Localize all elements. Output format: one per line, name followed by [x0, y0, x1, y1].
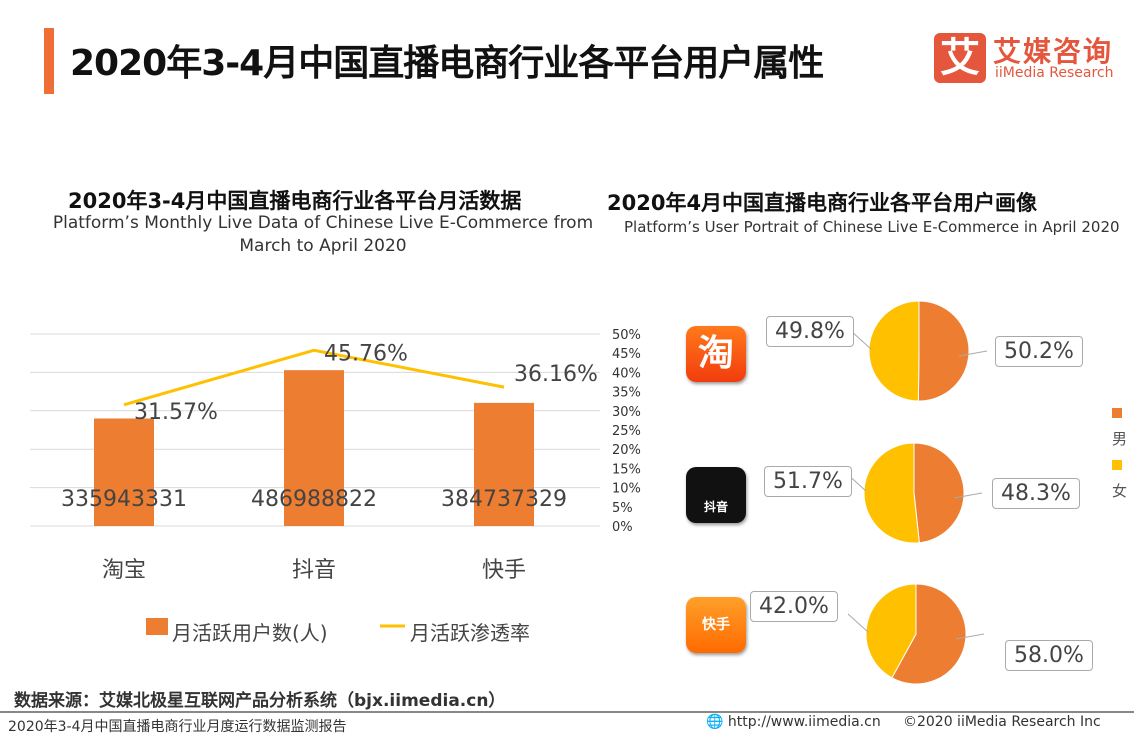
website-link[interactable]: http://www.iimedia.cn [727, 714, 881, 730]
line-value-label: 45.76% [324, 341, 408, 366]
report-name: 2020年3-4月中国直播电商行业月度运行数据监测报告 [8, 719, 347, 735]
y2-tick-label: 15% [612, 462, 641, 477]
copyright: ©2020 iiMedia Research Inc [902, 714, 1101, 730]
bar-value-label: 384737329 [441, 487, 567, 512]
pie-slice-female [868, 300, 920, 402]
male-pct-label: 58.0% [1005, 640, 1093, 671]
logo-text-en: iiMedia Research [995, 65, 1114, 81]
female-pct-label: 42.0% [750, 591, 838, 622]
title-accent-bar [44, 28, 54, 94]
pie-chart-title: 2020年4月中国直播电商行业各平台用户画像 [607, 191, 1038, 215]
x-category-label: 快手 [482, 558, 526, 583]
bar-value-label: 486988822 [251, 487, 377, 512]
bar-chart-title: 2020年3-4月中国直播电商行业各平台月活数据 [68, 189, 522, 213]
line-value-label: 36.16% [514, 362, 598, 387]
female-pct-label: 51.7% [764, 466, 852, 497]
male-pct-label: 50.2% [995, 336, 1083, 367]
pie-charts [845, 300, 988, 685]
combo-chart: 50% 45% 40% 35% 30% 25% 20% 15% 10% 5% 0% 335943331… [30, 328, 641, 645]
y2-tick-label: 0% [612, 520, 633, 535]
line-value-label: 31.57% [134, 400, 218, 425]
logo-mark: 艾 [934, 33, 986, 83]
y2-tick-label: 10% [612, 482, 641, 497]
pie-slice-male [891, 583, 967, 685]
y2-tick-label: 40% [612, 366, 641, 381]
y2-tick-label: 35% [612, 386, 641, 401]
pie-legend: 男 女 [1112, 400, 1134, 504]
leader-line [955, 633, 985, 640]
x-category-label: 抖音 [292, 558, 336, 583]
x-category-label: 淘宝 [102, 558, 146, 583]
y2-tick-label: 30% [612, 405, 641, 420]
female-pct-label: 49.8% [766, 316, 854, 347]
bar-淘宝 [94, 418, 154, 526]
y2-tick-label: 20% [612, 443, 641, 458]
leader-line [958, 350, 988, 357]
pie-slice-female [863, 442, 920, 544]
douyin-app-icon: 抖音 [686, 467, 746, 523]
penetration-line [123, 348, 505, 407]
pie-chart-subtitle: Platform’s User Portrait of Chinese Live… [624, 218, 1120, 236]
pie-slice-female [865, 583, 917, 679]
data-source: 数据来源：艾媒北极星互联网产品分析系统（bjx.iimedia.cn） [14, 691, 506, 711]
bar-抖音 [284, 370, 344, 526]
y2-tick-label: 5% [612, 501, 633, 516]
footer-right: 🌐 http://www.iimedia.cn ©2020 iiMedia Re… [706, 714, 1101, 730]
kuaishou-app-icon: 快手 [686, 597, 746, 653]
leader-line [850, 330, 872, 350]
footer-divider [0, 711, 1134, 713]
y2-tick-label: 25% [612, 424, 641, 439]
page-title: 2020年3-4月中国直播电商行业各平台用户属性 [70, 43, 824, 84]
male-pct-label: 48.3% [992, 478, 1080, 509]
bar-value-label: 335943331 [61, 487, 187, 512]
y2-tick-label: 45% [612, 347, 641, 362]
leader-line [847, 613, 869, 633]
legend-female: 女 [1112, 452, 1134, 504]
bar-chart-subtitle: Platform’s Monthly Live Data of Chinese … [52, 213, 594, 256]
taobao-app-icon: 淘 [686, 326, 746, 382]
legend-bar-label: 月活跃用户数(人) [172, 621, 328, 645]
legend-line-label: 月活跃渗透率 [410, 621, 530, 645]
globe-icon: 🌐 [706, 714, 724, 730]
legend-male: 男 [1112, 400, 1134, 452]
logo-text-cn: 艾媒咨询 [993, 35, 1114, 68]
legend-bar-swatch [146, 618, 168, 635]
bar-快手 [474, 402, 534, 526]
y2-tick-label: 50% [612, 328, 641, 343]
leader-line [953, 492, 983, 499]
pie-slice-male [917, 300, 970, 402]
pie-slice-male [913, 442, 965, 544]
